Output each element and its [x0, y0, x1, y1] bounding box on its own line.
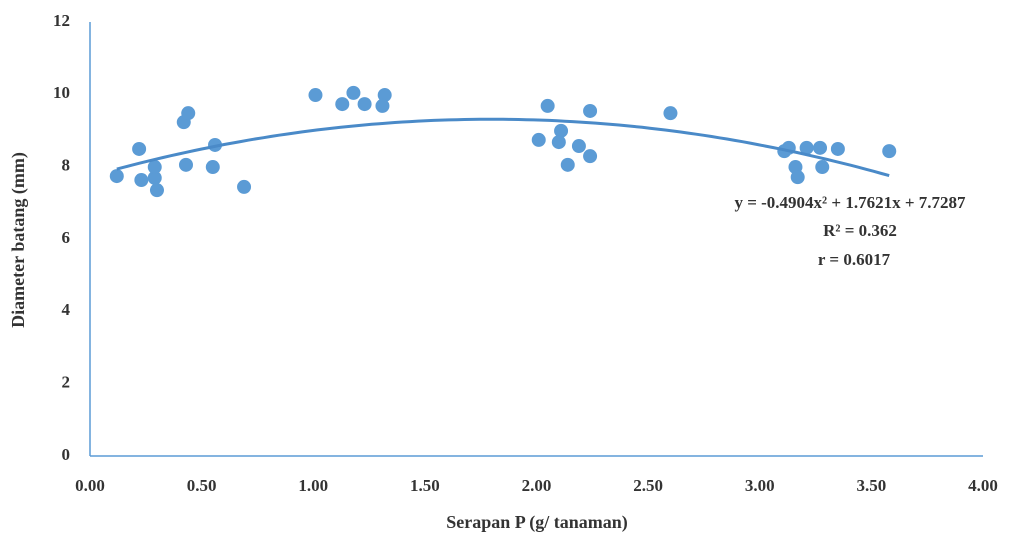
- y-tick-label: 10: [53, 83, 70, 102]
- point: [571, 139, 586, 154]
- y-tick-label: 4: [62, 300, 71, 319]
- point: [799, 140, 814, 155]
- point: [560, 157, 575, 172]
- point: [335, 97, 350, 112]
- point: [554, 123, 569, 138]
- point: [375, 98, 390, 113]
- x-tick-label: 2.00: [522, 476, 552, 495]
- correlation: r = 0.6017: [818, 250, 891, 269]
- y-tick-label: 12: [53, 11, 70, 30]
- point: [583, 103, 598, 118]
- y-tick-label: 2: [62, 373, 71, 392]
- point: [346, 85, 361, 100]
- point: [663, 106, 678, 121]
- point: [377, 88, 392, 103]
- x-tick-label: 0.50: [187, 476, 217, 495]
- r-squared: R² = 0.362: [823, 221, 897, 240]
- point: [308, 88, 323, 103]
- point: [531, 132, 546, 147]
- trend-equation: y = -0.4904x² + 1.7621x + 7.7287: [734, 193, 966, 212]
- point: [134, 173, 149, 188]
- point: [237, 179, 252, 194]
- point: [147, 170, 162, 185]
- point: [815, 160, 830, 175]
- point: [830, 141, 845, 156]
- point: [132, 141, 147, 156]
- point: [178, 157, 193, 172]
- point: [147, 160, 162, 175]
- x-tick-label: 3.50: [857, 476, 887, 495]
- point: [357, 97, 372, 112]
- point: [540, 98, 555, 113]
- y-tick-label: 0: [62, 445, 71, 464]
- x-tick-label: 0.00: [75, 476, 105, 495]
- point: [109, 169, 124, 184]
- y-axis-title: Diameter batang (mm): [8, 152, 29, 328]
- x-tick-label: 2.50: [633, 476, 663, 495]
- x-axis-title: Serapan P (g/ tanaman): [446, 512, 628, 533]
- point: [583, 149, 598, 164]
- x-tick-label: 4.00: [968, 476, 998, 495]
- x-tick-label: 3.00: [745, 476, 775, 495]
- x-tick-label: 1.00: [298, 476, 328, 495]
- y-tick-label: 6: [62, 228, 71, 247]
- point: [181, 106, 196, 121]
- point: [790, 170, 805, 185]
- point: [813, 140, 828, 155]
- point: [149, 183, 164, 198]
- trendline: [116, 117, 890, 178]
- point: [205, 160, 220, 175]
- point: [882, 144, 897, 159]
- x-tick-label: 1.50: [410, 476, 440, 495]
- point: [551, 135, 566, 150]
- y-tick-label: 8: [62, 156, 71, 175]
